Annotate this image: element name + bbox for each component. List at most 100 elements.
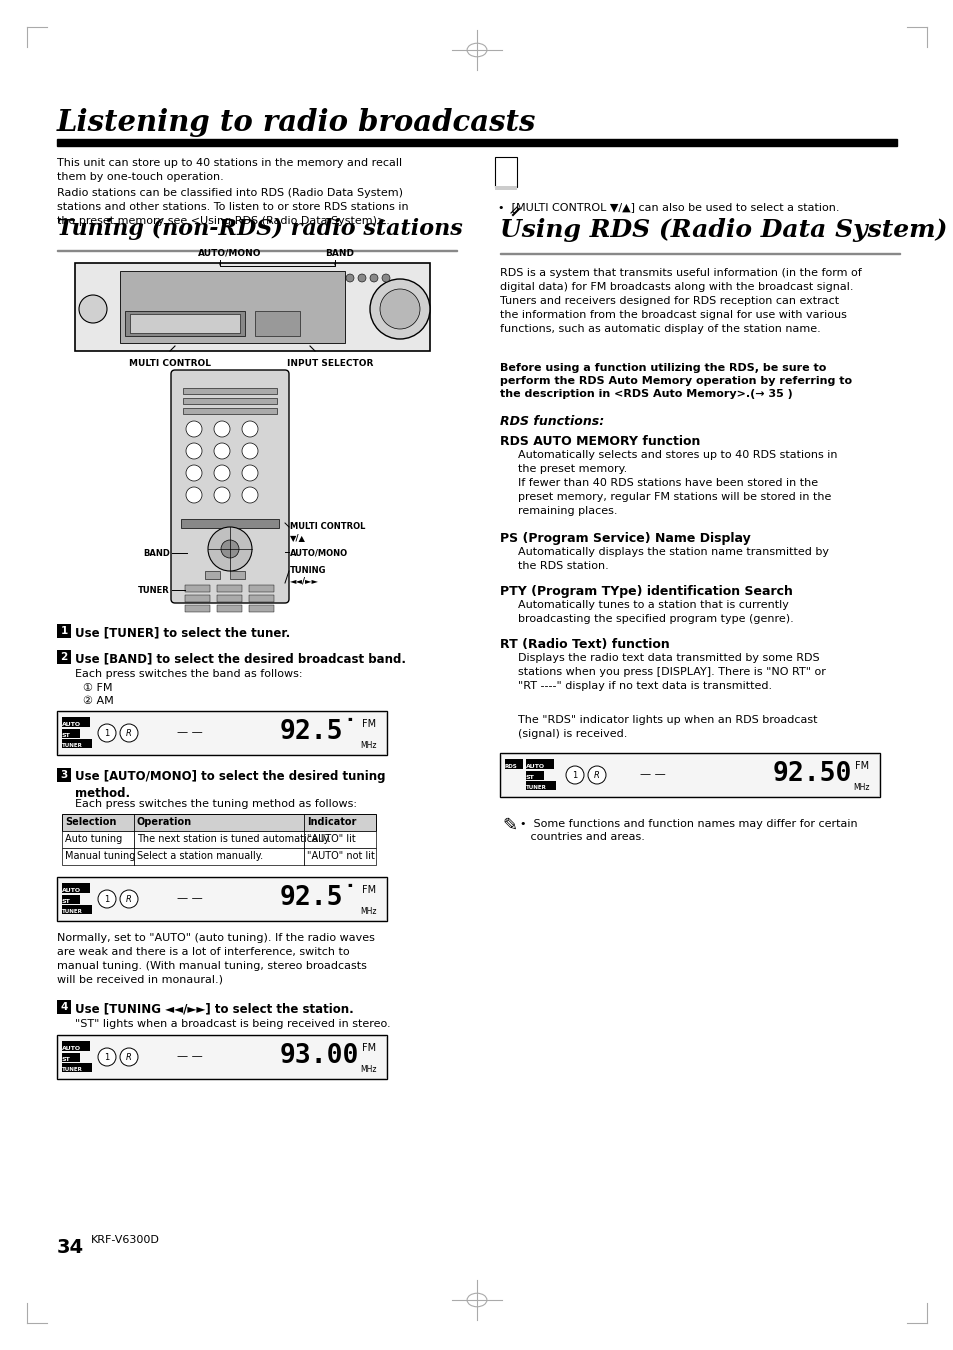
Circle shape <box>357 274 366 282</box>
Text: TUNER: TUNER <box>62 909 83 914</box>
Text: MHz: MHz <box>360 1065 376 1075</box>
Text: Use [BAND] to select the desired broadcast band.: Use [BAND] to select the desired broadca… <box>75 652 406 666</box>
Bar <box>57 624 71 639</box>
Text: AUTO/MONO: AUTO/MONO <box>198 248 261 258</box>
Bar <box>62 729 80 738</box>
Text: R: R <box>594 771 599 779</box>
Text: R: R <box>126 1053 132 1061</box>
Text: MULTI CONTROL: MULTI CONTROL <box>129 359 211 369</box>
Text: AUTO: AUTO <box>62 888 81 892</box>
Bar <box>57 711 387 755</box>
Text: MHz: MHz <box>360 907 376 917</box>
Bar <box>216 605 242 612</box>
Text: The "RDS" indicator lights up when an RDS broadcast
(signal) is received.: The "RDS" indicator lights up when an RD… <box>517 716 817 738</box>
Text: Before using a function utilizing the RDS, be sure to: Before using a function utilizing the RD… <box>499 363 825 373</box>
Text: Auto tuning: Auto tuning <box>65 834 122 844</box>
Bar <box>62 814 375 832</box>
Bar <box>125 310 245 336</box>
Circle shape <box>79 296 107 323</box>
Circle shape <box>370 274 377 282</box>
Text: TUNER: TUNER <box>525 784 546 790</box>
Text: FM: FM <box>361 1044 375 1053</box>
Text: AUTO: AUTO <box>62 1046 81 1052</box>
Bar <box>499 753 879 796</box>
Bar <box>57 768 71 782</box>
Circle shape <box>346 274 354 282</box>
Bar <box>254 310 299 336</box>
Text: 1: 1 <box>572 771 577 779</box>
Text: Manual tuning: Manual tuning <box>65 850 135 861</box>
Text: Radio stations can be classified into RDS (Radio Data System)
stations and other: Radio stations can be classified into RD… <box>57 188 408 225</box>
Text: 92.5̇: 92.5̇ <box>279 886 358 911</box>
Bar <box>495 186 517 190</box>
Bar <box>57 250 456 251</box>
Text: "AUTO" not lit: "AUTO" not lit <box>307 850 375 861</box>
Text: Select a station manually.: Select a station manually. <box>137 850 263 861</box>
Bar <box>504 759 522 769</box>
Bar <box>62 883 90 892</box>
Bar <box>185 595 210 602</box>
Circle shape <box>221 540 239 558</box>
Circle shape <box>98 890 116 909</box>
Bar <box>249 605 274 612</box>
Circle shape <box>186 443 202 459</box>
Text: TUNER: TUNER <box>62 743 83 748</box>
Text: AUTO: AUTO <box>62 722 81 728</box>
Text: RDS is a system that transmits useful information (in the form of
digital data) : RDS is a system that transmits useful in… <box>499 269 861 333</box>
Text: Selection: Selection <box>65 817 116 828</box>
Text: •  Some functions and function names may differ for certain
   countries and are: • Some functions and function names may … <box>519 819 857 842</box>
Text: the description in <RDS Auto Memory>.(→ 35 ): the description in <RDS Auto Memory>.(→ … <box>499 389 792 400</box>
Circle shape <box>186 487 202 504</box>
Circle shape <box>120 890 138 909</box>
Text: BAND: BAND <box>325 248 354 258</box>
Circle shape <box>120 724 138 742</box>
Bar <box>57 878 387 921</box>
Text: FM: FM <box>361 886 375 895</box>
Text: — —: — — <box>639 769 665 779</box>
Text: AUTO/MONO: AUTO/MONO <box>290 549 348 558</box>
Text: 34: 34 <box>57 1238 84 1257</box>
Bar <box>62 1062 91 1072</box>
Text: PTY (Program TYpe) identification Search: PTY (Program TYpe) identification Search <box>499 585 792 598</box>
Text: Normally, set to "AUTO" (auto tuning). If the radio waves
are weak and there is : Normally, set to "AUTO" (auto tuning). I… <box>57 933 375 986</box>
Text: ST: ST <box>62 733 71 738</box>
Text: 92.5̇: 92.5̇ <box>279 720 358 745</box>
Circle shape <box>213 421 230 437</box>
Bar <box>62 1053 80 1062</box>
Bar <box>62 895 80 905</box>
Circle shape <box>242 443 257 459</box>
Text: R: R <box>126 895 132 903</box>
Bar <box>525 759 554 769</box>
Text: KRF-V6300D: KRF-V6300D <box>91 1235 160 1245</box>
Bar <box>230 571 245 579</box>
Text: 93.00: 93.00 <box>279 1044 358 1069</box>
Text: Use [TUNER] to select the tuner.: Use [TUNER] to select the tuner. <box>75 626 290 639</box>
Bar <box>495 157 517 188</box>
Text: ▼/▲: ▼/▲ <box>290 533 306 541</box>
Bar <box>205 571 220 579</box>
Bar <box>62 717 90 728</box>
Text: ② AM: ② AM <box>83 697 113 706</box>
Text: Automatically selects and stores up to 40 RDS stations in
the preset memory.
If : Automatically selects and stores up to 4… <box>517 450 837 516</box>
Text: AUTO: AUTO <box>525 764 544 769</box>
Text: ① FM: ① FM <box>83 683 112 693</box>
Text: Use [AUTO/MONO] to select the desired tuning
method.: Use [AUTO/MONO] to select the desired tu… <box>75 769 385 801</box>
Bar <box>500 755 878 796</box>
FancyBboxPatch shape <box>171 370 289 603</box>
Text: ✎: ✎ <box>501 817 517 836</box>
Bar <box>216 585 242 593</box>
Text: FM: FM <box>361 720 375 729</box>
Text: 4: 4 <box>60 1002 68 1012</box>
Text: Tuning (non-RDS) radio stations: Tuning (non-RDS) radio stations <box>57 217 462 240</box>
Text: ST: ST <box>62 899 71 904</box>
Bar <box>62 832 375 848</box>
Bar <box>62 848 375 865</box>
Text: PS (Program Service) Name Display: PS (Program Service) Name Display <box>499 532 750 545</box>
Text: Automatically tunes to a station that is currently
broadcasting the specified pr: Automatically tunes to a station that is… <box>517 599 793 624</box>
Bar <box>57 139 896 146</box>
Text: TUNER: TUNER <box>138 586 170 595</box>
Text: perform the RDS Auto Memory operation by referring to: perform the RDS Auto Memory operation by… <box>499 377 851 386</box>
Circle shape <box>213 487 230 504</box>
Text: RDS functions:: RDS functions: <box>499 414 603 428</box>
Circle shape <box>208 526 252 571</box>
